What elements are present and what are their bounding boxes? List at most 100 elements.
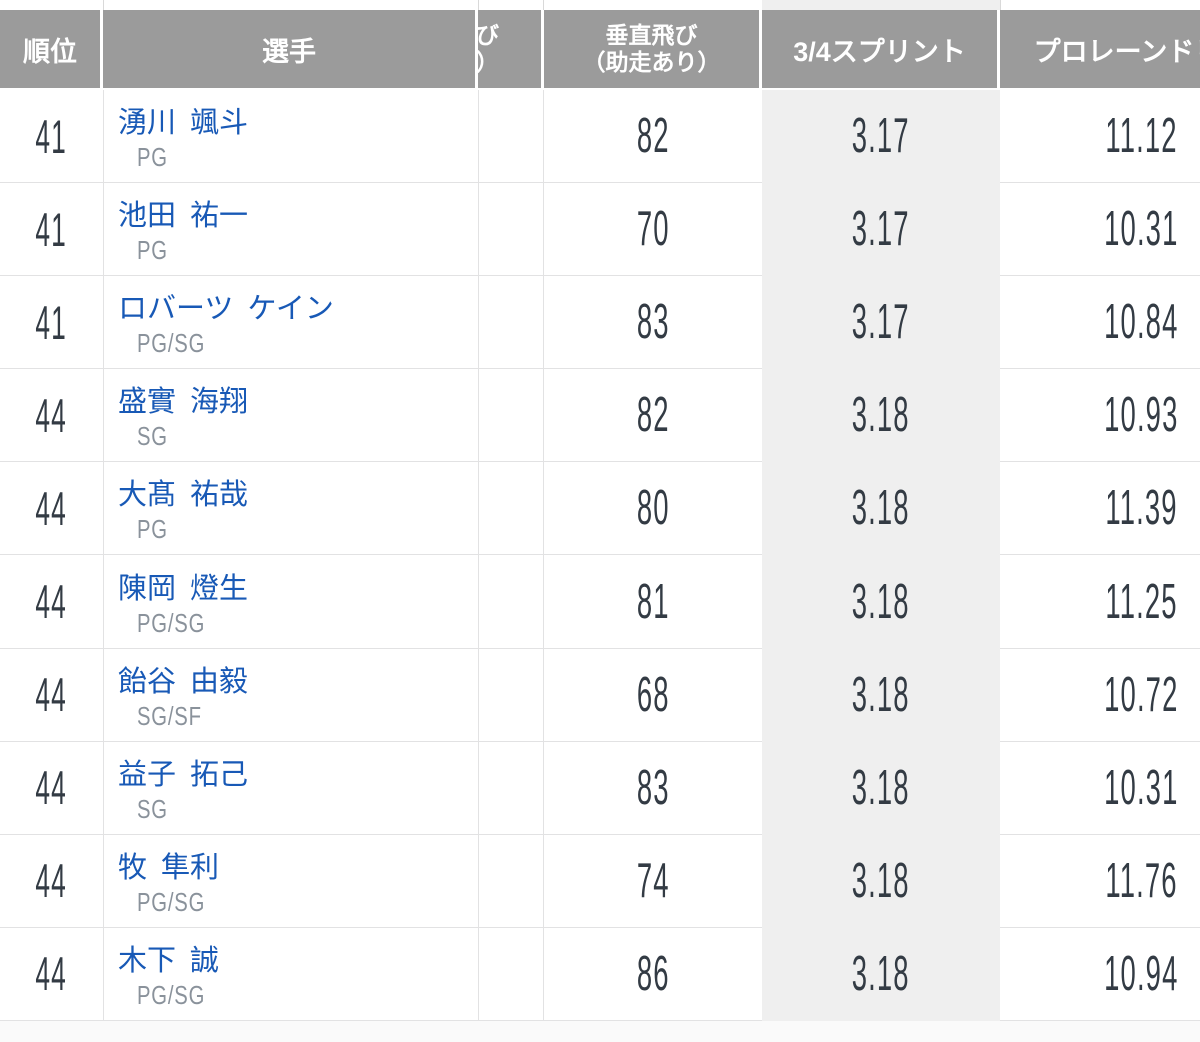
rank-value: 41 — [35, 202, 68, 256]
rank-value: 44 — [35, 481, 68, 535]
pro-lane-drill-cell: 10.93 — [1000, 369, 1200, 461]
vertical-jump-standing-cell-clipped — [478, 834, 544, 927]
rank-cell: 41 — [0, 183, 103, 275]
column-header-pro-lane-drill[interactable]: プロレーンドリル — [1000, 10, 1200, 88]
pro-lane-drill-cell: 10.84 — [1000, 276, 1200, 368]
vertical-jump-standing-cell-clipped — [478, 462, 544, 555]
table-row: 41 ロバーツ ケイン PG/SG 83 3.17 10.84 — [0, 276, 1200, 370]
vertical-jump-running-cell: 81 — [544, 555, 762, 647]
vertical-jump-running-value: 82 — [636, 388, 670, 443]
vertical-jump-standing-cell-clipped — [478, 648, 544, 741]
column-border-sliver — [543, 0, 544, 10]
vertical-jump-running-cell: 80 — [544, 462, 762, 554]
sprint-cell: 3.17 — [762, 276, 1000, 368]
pro-lane-drill-cell: 11.12 — [1000, 90, 1200, 182]
player-position: PG — [137, 514, 168, 545]
column-border-sliver — [103, 0, 104, 10]
player-name-link[interactable]: 盛實 海翔 — [118, 386, 249, 419]
player-cell: 牧 隼利 PG/SG — [103, 834, 478, 927]
player-cell: 陳岡 燈生 PG/SG — [103, 555, 478, 648]
pro-lane-drill-value: 10.31 — [1103, 760, 1179, 815]
column-border-sliver — [1000, 0, 1001, 10]
sprint-column-highlight-sliver — [762, 0, 1000, 10]
rank-value: 44 — [35, 575, 68, 629]
player-name-link[interactable]: 木下 誠 — [118, 944, 220, 977]
vertical-jump-standing-cell-clipped — [478, 183, 544, 276]
sprint-cell: 3.18 — [762, 835, 1000, 927]
pro-lane-drill-cell: 11.76 — [1000, 835, 1200, 927]
player-name-link[interactable]: 飴谷 由毅 — [118, 665, 249, 698]
pro-lane-drill-cell: 11.39 — [1000, 462, 1200, 554]
table-header: 順位 選手 垂直飛び （助走なし） 垂直飛び （助走あり） 3/4スプリント プ… — [0, 10, 1200, 90]
column-header-vertical-jump-standing-clipped[interactable]: 垂直飛び （助走なし） — [478, 10, 541, 88]
player-position: PG/SG — [137, 979, 206, 1010]
pro-lane-drill-cell: 10.31 — [1000, 742, 1200, 834]
player-cell: 大髙 祐哉 PG — [103, 462, 478, 555]
player-name-link[interactable]: 牧 隼利 — [118, 851, 220, 884]
player-cell: 湧川 颯斗 PG — [103, 90, 478, 183]
vertical-jump-standing-cell-clipped — [478, 276, 544, 369]
vertical-jump-standing-cell-clipped — [478, 90, 544, 183]
pro-lane-drill-value: 11.25 — [1104, 574, 1178, 629]
vertical-jump-running-cell: 70 — [544, 183, 762, 275]
sprint-cell: 3.18 — [762, 649, 1000, 741]
column-header-sprint[interactable]: 3/4スプリント — [762, 10, 997, 88]
player-name-link[interactable]: 陳岡 燈生 — [118, 572, 249, 605]
vertical-jump-running-value: 68 — [636, 667, 670, 722]
player-name-link[interactable]: 池田 祐一 — [118, 200, 249, 233]
rank-cell: 44 — [0, 928, 103, 1020]
rank-cell: 44 — [0, 369, 103, 461]
sprint-value: 3.17 — [852, 109, 910, 164]
player-position: SG — [137, 793, 168, 824]
vertical-jump-standing-cell-clipped — [478, 555, 544, 648]
player-name-link[interactable]: ロバーツ ケイン — [118, 293, 334, 326]
sprint-value: 3.18 — [852, 760, 910, 815]
vertical-jump-running-value: 83 — [636, 760, 670, 815]
player-name-link[interactable]: 益子 拓己 — [118, 758, 249, 791]
column-header-player[interactable]: 選手 — [103, 10, 475, 88]
column-border-sliver — [478, 0, 479, 10]
column-header-pro-lane-drill-label: プロレーンドリル — [1033, 36, 1200, 67]
sprint-value: 3.18 — [852, 388, 910, 443]
player-position: PG — [137, 235, 168, 266]
vertical-jump-running-cell: 83 — [544, 742, 762, 834]
vertical-jump-running-value: 83 — [636, 295, 670, 350]
rank-cell: 41 — [0, 90, 103, 182]
vertical-jump-running-cell: 82 — [544, 369, 762, 461]
rank-cell: 41 — [0, 276, 103, 368]
pro-lane-drill-cell: 10.31 — [1000, 183, 1200, 275]
pro-lane-drill-value: 11.39 — [1104, 481, 1178, 536]
pro-lane-drill-value: 10.72 — [1103, 667, 1179, 722]
sprint-cell: 3.18 — [762, 369, 1000, 461]
vertical-jump-running-cell: 83 — [544, 276, 762, 368]
sprint-cell: 3.18 — [762, 928, 1000, 1020]
table-row: 44 益子 拓己 SG 83 3.18 10.31 — [0, 741, 1200, 835]
table-row: 41 湧川 颯斗 PG 82 3.17 11.12 — [0, 90, 1200, 184]
scroll-sliver-above-header — [0, 0, 1200, 10]
column-header-vertical-jump-running[interactable]: 垂直飛び （助走あり） — [544, 10, 759, 88]
sprint-cell: 3.18 — [762, 462, 1000, 554]
pro-lane-drill-value: 10.93 — [1103, 388, 1179, 443]
below-table-band — [0, 1021, 1200, 1042]
vertical-jump-running-cell: 74 — [544, 835, 762, 927]
column-header-vertical-jump-running-label: 垂直飛び （助走あり） — [582, 21, 721, 75]
pro-lane-drill-value: 10.94 — [1103, 946, 1179, 1001]
player-cell: 飴谷 由毅 SG/SF — [103, 648, 478, 741]
sprint-cell: 3.17 — [762, 90, 1000, 182]
rank-cell: 44 — [0, 742, 103, 834]
sprint-cell: 3.17 — [762, 183, 1000, 275]
vertical-jump-running-value: 70 — [636, 202, 670, 257]
player-cell: 池田 祐一 PG — [103, 183, 478, 276]
column-header-player-label: 選手 — [262, 36, 316, 67]
rank-value: 44 — [35, 761, 68, 815]
pro-lane-drill-cell: 11.25 — [1000, 555, 1200, 647]
player-position: PG — [137, 142, 168, 173]
player-name-link[interactable]: 湧川 颯斗 — [118, 107, 249, 140]
vertical-jump-running-value: 86 — [636, 946, 670, 1001]
player-cell: 益子 拓己 SG — [103, 741, 478, 834]
player-name-link[interactable]: 大髙 祐哉 — [118, 479, 249, 512]
vertical-jump-running-value: 81 — [636, 574, 670, 629]
table-row: 41 池田 祐一 PG 70 3.17 10.31 — [0, 183, 1200, 277]
column-header-rank[interactable]: 順位 — [0, 10, 100, 88]
sprint-cell: 3.18 — [762, 742, 1000, 834]
